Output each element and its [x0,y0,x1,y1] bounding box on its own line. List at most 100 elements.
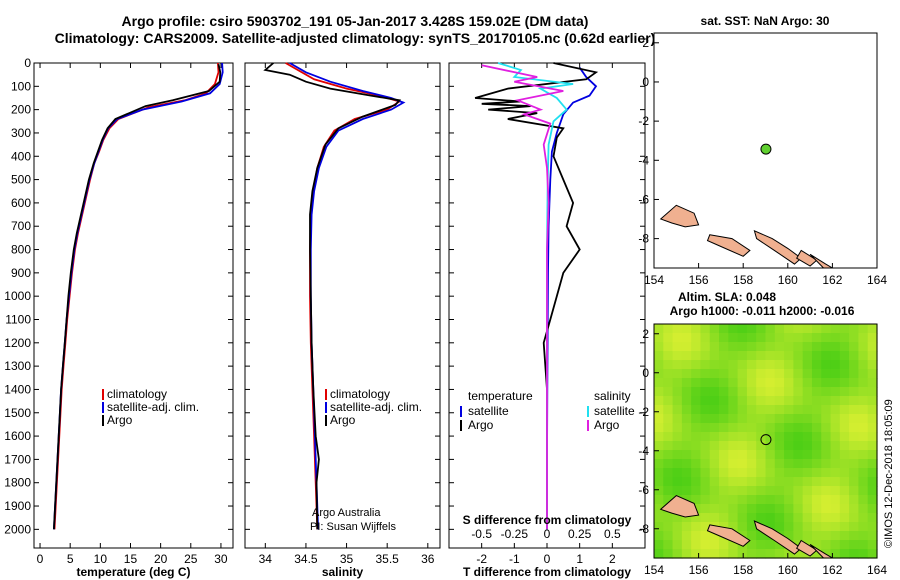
depth-tick-label: 2000 [4,522,31,536]
x-tick-label: 0 [37,552,44,566]
sla-cell [858,432,869,442]
sla-cell [719,504,729,514]
sla-cell [793,495,804,505]
sla-cell [830,459,841,469]
land-polygon [659,495,700,518]
sla-cell [663,360,674,370]
sla-cell [681,396,692,406]
sla-cell [672,414,683,424]
sla-cell [821,360,832,370]
sla-cell [811,369,822,379]
sla-cell [839,342,850,352]
sla-cell [821,540,832,550]
sla-cell [867,459,878,469]
sla-cell [765,387,776,397]
sla-cell [839,405,850,415]
sla-cell [811,477,822,487]
x-tick-label: 35 [340,552,354,566]
series-line-1 [474,62,599,530]
sla-cell [700,459,711,469]
depth-tick-label: 500 [11,173,31,187]
sla-cell [654,513,664,523]
sla-cell [691,549,702,559]
sla-cell [784,369,794,379]
sla-cell [700,540,711,550]
x-tick-label: 20 [154,552,168,566]
sla-cell [784,522,794,532]
sla-cell [719,513,729,523]
depth-tick-label: 800 [11,243,31,257]
sla-cell [867,396,878,406]
sla-cell [830,405,841,415]
sla-cell [811,342,822,352]
legend-entry: climatology [107,387,167,401]
sla-cell [849,369,860,379]
sla-cell [756,477,767,487]
annotation-line: PI: Susan Wijffels [310,521,396,533]
sla-cell [867,450,878,460]
sla-cell [691,450,702,460]
sla-cell [867,432,878,442]
sla-cell [867,441,878,451]
sla-cell [830,477,841,487]
sla-cell [691,333,702,343]
sla-cell [700,405,711,415]
map-x-tick-label: 164 [867,273,887,287]
map-y-tick-label: -2 [638,405,649,419]
map-title: sat. SST: NaN Argo: 30 [701,14,830,28]
sla-cell [681,549,692,559]
map-y-tick-label: -8 [638,522,649,536]
sla-cell [774,522,785,532]
map-x-tick-label: 158 [733,563,753,577]
sla-cell [774,378,785,388]
sla-cell [774,405,785,415]
sla-cell [867,333,878,343]
sla-cell [756,513,767,523]
secondary-tick-label: -0.25 [501,527,529,541]
sla-cell [719,486,729,496]
sla-cell [830,396,841,406]
sla-cell [830,432,841,442]
sla-cell [839,351,850,361]
sla-cell [839,504,850,514]
sla-cell [867,324,878,334]
sla-cell [867,351,878,361]
sla-cell [756,396,767,406]
map-y-tick-label: 0 [642,75,649,89]
sla-cell [839,369,850,379]
sla-cell [811,522,822,532]
sla-cell [830,531,841,541]
sla-cell [681,477,692,487]
sla-cell [830,495,841,505]
sla-cell [746,549,757,559]
sla-cell [663,468,674,478]
secondary-tick-label: 0 [544,527,551,541]
legend-entry: satellite [468,404,509,418]
series-line-2 [53,64,222,530]
sla-cell [765,441,776,451]
sla-cell [765,468,776,478]
sla-cell [672,513,683,523]
sla-cell [700,333,711,343]
sla-cell [691,441,702,451]
series-line-3 [481,64,564,530]
sla-cell [858,441,869,451]
sla-cell [654,333,664,343]
sla-cell [709,549,720,559]
sla-cell [691,540,702,550]
sla-cell [784,468,794,478]
x-axis-label: T difference from climatology [463,565,631,579]
sla-cell [839,477,850,487]
sla-cell [654,504,664,514]
legend-entry: climatology [330,387,390,401]
sla-cell [691,369,702,379]
sla-cell [802,342,813,352]
sla-cell [728,450,739,460]
sla-cell [663,387,674,397]
sla-cell [663,477,674,487]
sla-cell [700,414,711,424]
sla-cell [849,324,860,334]
sla-cell [802,468,813,478]
sla-cell [737,369,748,379]
sla-cell [737,324,748,334]
